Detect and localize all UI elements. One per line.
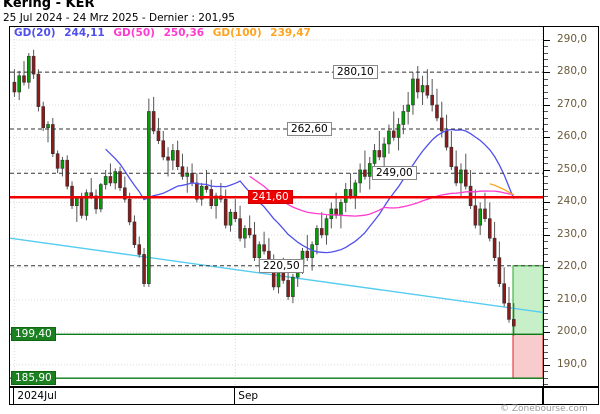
y-tick-minor bbox=[544, 228, 548, 230]
legend-gd50-name: GD(50) bbox=[113, 27, 155, 39]
y-tick-minor bbox=[544, 163, 548, 165]
legend-gd100-value: 239,47 bbox=[270, 27, 311, 39]
y-tick-minor bbox=[544, 312, 548, 314]
y-tick-minor bbox=[544, 130, 548, 132]
y-tick-mark bbox=[544, 332, 550, 334]
y-tick-minor bbox=[544, 117, 548, 119]
y-tick-minor bbox=[544, 195, 548, 197]
y-tick-minor bbox=[544, 176, 548, 178]
y-tick-minor bbox=[544, 345, 548, 347]
y-tick-label: 250,0 bbox=[557, 162, 588, 175]
y-tick-mark bbox=[544, 202, 550, 204]
y-tick-minor bbox=[544, 293, 548, 295]
y-tick-label: 270,0 bbox=[557, 97, 588, 110]
watermark: © Zonebourse.com bbox=[500, 404, 588, 414]
y-tick-minor bbox=[544, 208, 548, 210]
chart-plot-area bbox=[9, 26, 544, 387]
y-tick-minor bbox=[544, 85, 548, 87]
y-tick-minor bbox=[544, 182, 548, 184]
y-tick-minor bbox=[544, 384, 548, 386]
legend-gd50-value: 250,36 bbox=[163, 27, 205, 39]
chart-subtitle: 25 Jul 2024 - 24 Mrz 2025 - Dernier : 20… bbox=[3, 12, 235, 24]
x-tick-label: Sep bbox=[238, 390, 259, 402]
y-tick-minor bbox=[544, 124, 548, 126]
y-tick-mark bbox=[544, 137, 550, 139]
y-tick-label: 220,0 bbox=[557, 260, 588, 273]
y-tick-minor bbox=[544, 78, 548, 80]
y-tick-minor bbox=[544, 221, 548, 223]
x-tick-label: 2024Jul bbox=[17, 390, 57, 402]
date-axis: 2024JulSepNov2025JanMrz bbox=[9, 387, 566, 405]
y-tick-minor bbox=[544, 52, 548, 54]
y-tick-label: 280,0 bbox=[557, 65, 588, 78]
y-tick-mark bbox=[544, 267, 550, 269]
y-tick-mark bbox=[544, 72, 550, 74]
y-tick-minor bbox=[544, 358, 548, 360]
y-tick-minor bbox=[544, 260, 548, 262]
y-tick-minor bbox=[544, 241, 548, 243]
y-tick-minor bbox=[544, 319, 548, 321]
y-tick-minor bbox=[544, 280, 548, 282]
y-tick-minor bbox=[544, 286, 548, 288]
y-tick-mark bbox=[544, 39, 550, 41]
y-tick-minor bbox=[544, 247, 548, 249]
y-tick-minor bbox=[544, 59, 548, 61]
y-tick-minor bbox=[544, 189, 548, 191]
legend-gd100-name: GD(100) bbox=[212, 27, 262, 39]
y-tick-minor bbox=[544, 306, 548, 308]
y-tick-minor bbox=[544, 150, 548, 152]
annotation-stop-185[interactable]: 185,90 bbox=[11, 371, 56, 386]
price-axis: 290,0 280,0 270,0 260,0 250,0 240,0 230,0 220,0… bbox=[544, 26, 599, 387]
y-tick-minor bbox=[544, 371, 548, 373]
x-tick-separator bbox=[541, 388, 543, 405]
page-title: Kering - KER bbox=[3, 0, 95, 11]
y-tick-minor bbox=[544, 338, 548, 340]
y-tick-mark bbox=[544, 104, 550, 106]
chart-canvas bbox=[10, 27, 543, 386]
y-tick-minor bbox=[544, 325, 548, 327]
annotation-resistance-262[interactable]: 262,60 bbox=[287, 122, 332, 136]
y-tick-minor bbox=[544, 46, 548, 48]
annotation-resistance-280[interactable]: 280,10 bbox=[333, 65, 378, 80]
y-tick-minor bbox=[544, 254, 548, 256]
y-tick-minor bbox=[544, 215, 548, 217]
x-tick-separator bbox=[13, 388, 15, 405]
y-tick-minor bbox=[544, 65, 548, 67]
y-tick-label: 230,0 bbox=[557, 227, 588, 240]
y-tick-label: 240,0 bbox=[557, 195, 588, 208]
moving-average-legend: GD(20) 244,11 GD(50) 250,36 GD(100) 239,… bbox=[14, 27, 316, 39]
y-tick-minor bbox=[544, 143, 548, 145]
y-tick-minor bbox=[544, 273, 548, 275]
annotation-resistance-249[interactable]: 249,00 bbox=[372, 166, 417, 181]
y-tick-minor bbox=[544, 98, 548, 100]
date-axis-right-pad bbox=[544, 387, 599, 405]
annotation-target-199[interactable]: 199,40 bbox=[11, 327, 56, 342]
x-tick-separator bbox=[234, 388, 236, 405]
annotation-support-220[interactable]: 220,50 bbox=[259, 258, 304, 273]
y-tick-label: 210,0 bbox=[557, 292, 588, 305]
y-tick-label: 260,0 bbox=[557, 130, 588, 143]
legend-gd20-name: GD(20) bbox=[14, 27, 56, 39]
y-tick-label: 290,0 bbox=[557, 32, 588, 45]
legend-gd20-value: 244,11 bbox=[64, 27, 105, 39]
y-tick-mark bbox=[544, 234, 550, 236]
y-tick-minor bbox=[544, 156, 548, 158]
y-tick-mark bbox=[544, 364, 550, 366]
y-tick-minor bbox=[544, 377, 548, 379]
y-tick-mark bbox=[544, 299, 550, 301]
y-tick-minor bbox=[544, 91, 548, 93]
y-tick-label: 200,0 bbox=[557, 325, 588, 338]
y-tick-minor bbox=[544, 351, 548, 353]
y-tick-mark bbox=[544, 169, 550, 171]
y-tick-label: 190,0 bbox=[557, 357, 588, 370]
y-tick-minor bbox=[544, 111, 548, 113]
annotation-pivot-241[interactable]: 241,60 bbox=[248, 190, 293, 205]
